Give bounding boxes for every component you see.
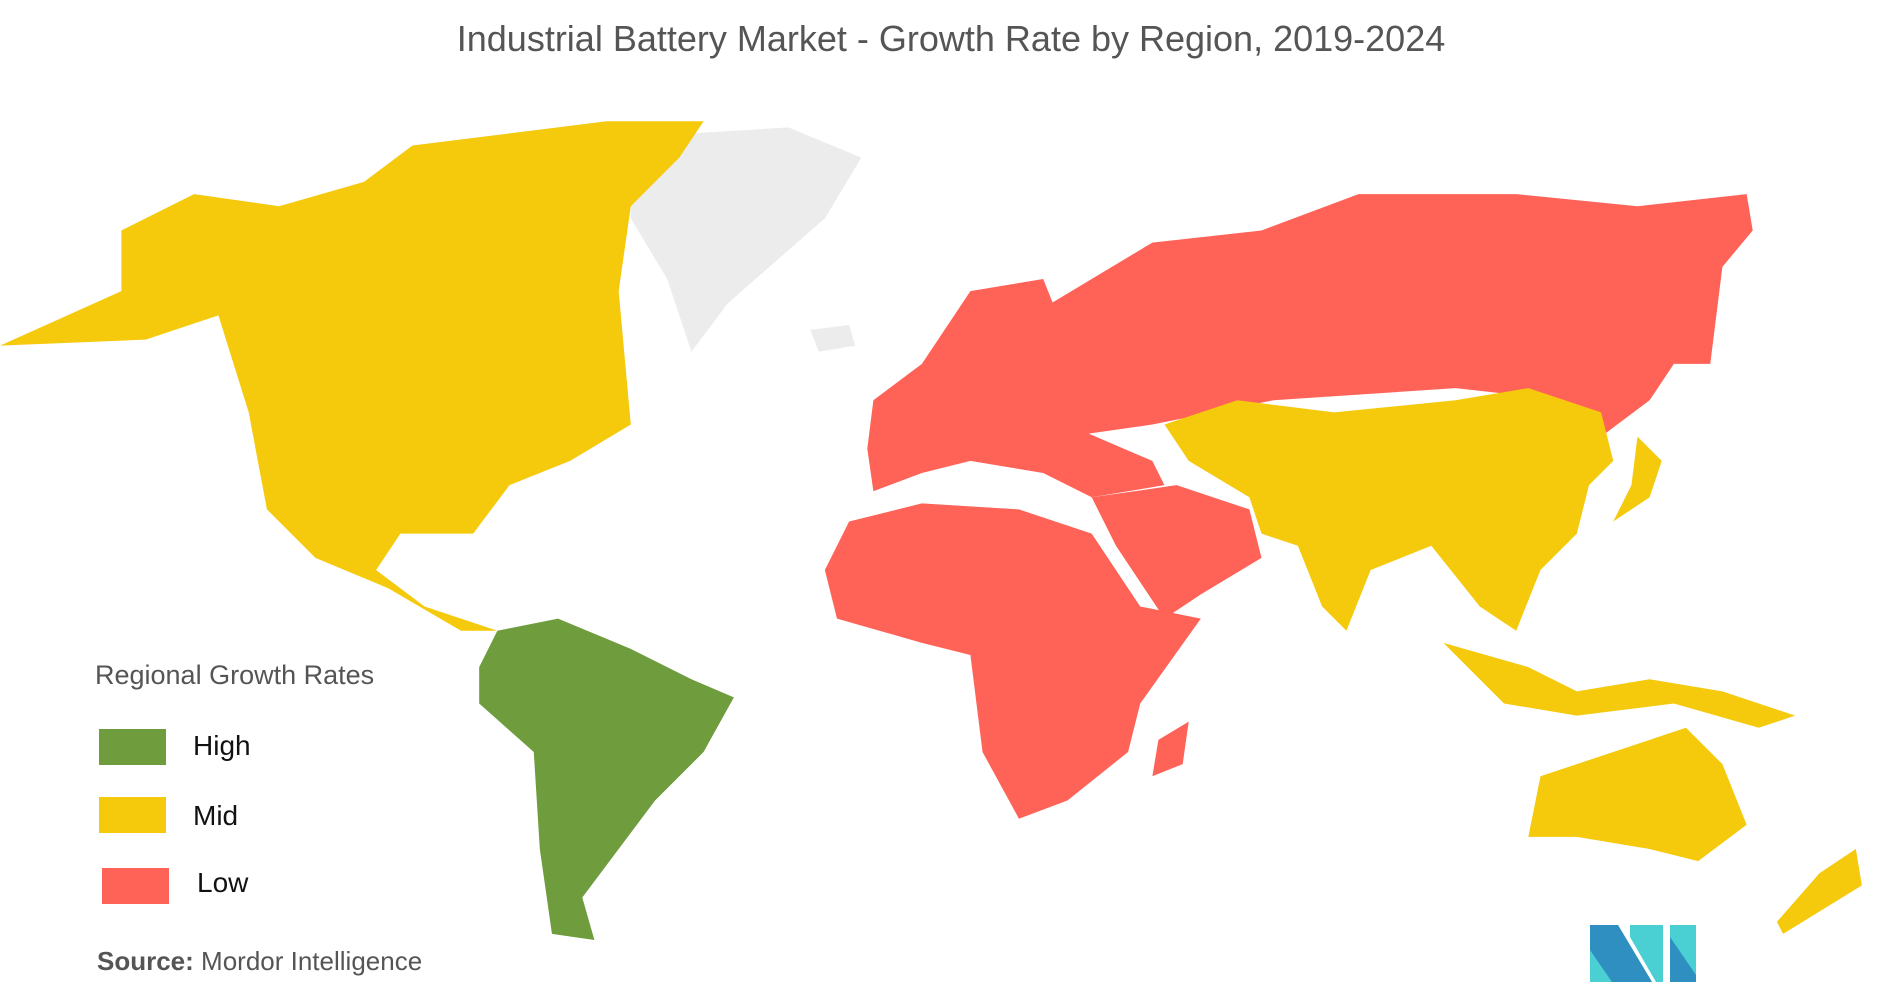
legend-label-mid: Mid: [193, 800, 239, 831]
region-new-zealand: [1776, 849, 1862, 934]
region-africa: [824, 503, 1201, 819]
region-asia: [1164, 388, 1614, 631]
region-southeast-asia-islands: [1443, 642, 1796, 728]
legend-label-low: Low: [197, 867, 249, 898]
region-australia: [1528, 727, 1747, 862]
region-iceland: [810, 325, 856, 352]
region-russia: [946, 194, 1753, 437]
region-north-america: [0, 121, 704, 631]
region-middle-east: [1091, 485, 1262, 619]
source-note: Source: Mordor Intelligence: [97, 946, 422, 977]
region-south-america: [479, 618, 734, 940]
region-europe: [867, 278, 1165, 498]
legend-swatch-high: [99, 729, 166, 765]
region-madagascar: [1152, 721, 1189, 777]
source-text: Mordor Intelligence: [201, 946, 423, 976]
region-japan: [1613, 436, 1662, 522]
mordor-intelligence-logo: [1590, 925, 1696, 982]
source-label: Source:: [97, 946, 194, 976]
legend-label-high: High: [193, 730, 251, 761]
legend-title: Regional Growth Rates: [95, 660, 375, 690]
legend-swatch-low: [102, 868, 169, 904]
chart-title: Industrial Battery Market - Growth Rate …: [456, 18, 1446, 59]
legend-swatch-mid: [99, 797, 166, 833]
region-greenland: [630, 127, 862, 352]
